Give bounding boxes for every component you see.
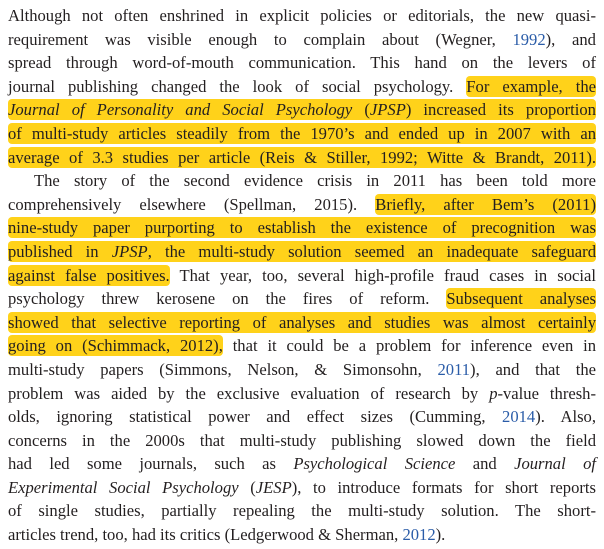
text-span: Journal of [514,454,596,474]
text-line: showed that selective reporting of analy… [8,311,596,335]
text-line: had led some journals, such as Psycholog… [8,452,596,476]
text-span: ), and that the [470,359,597,379]
text-span: of single studies, partially repealing t… [8,501,596,521]
text-span: 1992 [512,29,546,49]
text-span: ( [238,477,256,497]
text-span: Although not often enshrined in explicit… [8,6,596,25]
text-line: of single studies, partially repealing t… [8,499,596,523]
highlight: Journal of Personality and Social Psycho… [8,99,596,121]
text-span: -value thresh- [497,383,597,403]
text-line: against false positives. That year, too,… [8,264,596,288]
text-span: multi-study papers (Simmons, Nelson, & S… [8,359,438,379]
text-span: nine-study paper purporting to establish… [8,217,596,239]
text-line: psychology threw kerosene on the fires o… [8,287,597,311]
text-span: JPSP [111,241,148,261]
text-span: 2014 [502,407,536,427]
text-span: ). [435,525,446,545]
text-line: journal publishing changed the look of s… [8,75,596,99]
text-span: journal publishing changed the look of s… [8,76,467,96]
text-span: that it could be a problem for inference… [222,336,596,356]
text-span: JESP [255,477,292,497]
text-line: problem was aided by the exclusive evalu… [8,382,596,406]
text-span: showed that selective reporting of analy… [8,311,596,333]
text-span: psychology threw kerosene on the fires o… [8,289,447,309]
text-span: of multi-study articles steadily from th… [8,122,596,144]
text-span: requirement was visible enough to compla… [8,29,513,49]
highlight: published in JPSP, the multi-study solut… [8,240,596,262]
text-span: Psychological Science [293,454,456,474]
text-span: JPSP [369,100,406,120]
text-line: concerns in the 2000s that multi-study p… [8,429,596,453]
text-span: , the multi-study solution seemed an ina… [147,241,596,261]
text-line: multi-study papers (Simmons, Nelson, & S… [8,358,596,382]
text-span: ) increased its proportion [405,100,596,120]
text-span: and [455,454,515,474]
text-span: ). Also, [535,407,596,427]
text-line: requirement was visible enough to compla… [8,28,596,52]
text-span: published in [8,241,112,261]
text-line: going on (Schimmack, 2012), that it coul… [8,334,596,358]
text-line: olds, ignoring statistical power and eff… [8,405,596,429]
text-line: of multi-study articles steadily from th… [8,122,596,146]
text-span: against false positives. [8,264,170,286]
text-span: comprehensively elsewhere (Spellman, 201… [8,194,376,214]
text-span: ), to introduce formats for short report… [291,477,596,497]
text-span: 2012 [402,525,436,545]
text-line: The story of the second evidence crisis … [8,169,596,193]
text-line: Experimental Social Psychology (JESP), t… [8,476,596,500]
text-span: spread through word-of-mouth communicati… [8,53,596,73]
text-line: nine-study paper purporting to establish… [8,216,596,240]
text-line: average of 3.3 studies per article (Reis… [8,146,596,170]
text-line: Although not often enshrined in explicit… [8,4,596,28]
text-span: That year, too, several high-profile fra… [169,265,596,285]
text-span: Subsequent analyses [446,288,597,310]
text-span: The story of the second evidence crisis … [34,171,596,191]
text-line: articles trend, too, had its critics (Le… [8,523,596,547]
text-span: had led some journals, such as [8,454,294,474]
text-span: ), and [545,29,596,49]
text-span: p [489,383,498,403]
text-line: spread through word-of-mouth communicati… [8,51,596,75]
text-span: articles trend, too, had its critics (Le… [8,525,403,545]
text-span: Briefly, after Bem’s (2011) [375,193,596,215]
text-span: average of 3.3 studies per article (Reis… [8,146,596,168]
text-span: going on (Schimmack, 2012), [8,335,223,357]
text-span: olds, ignoring statistical power and eff… [8,407,503,427]
text-span: problem was aided by the exclusive evalu… [8,383,490,403]
text-span: ( [352,100,370,120]
text-span: For example, the [466,75,596,97]
document-body: Although not often enshrined in explicit… [8,4,597,547]
text-line: published in JPSP, the multi-study solut… [8,240,596,264]
text-span: Journal of Personality and Social Psycho… [8,100,353,120]
text-line: comprehensively elsewhere (Spellman, 201… [8,193,596,217]
text-line: Journal of Personality and Social Psycho… [8,98,596,122]
text-span: Experimental Social Psychology [8,477,239,497]
text-span: concerns in the 2000s that multi-study p… [8,430,596,450]
text-span: 2011 [437,359,471,379]
